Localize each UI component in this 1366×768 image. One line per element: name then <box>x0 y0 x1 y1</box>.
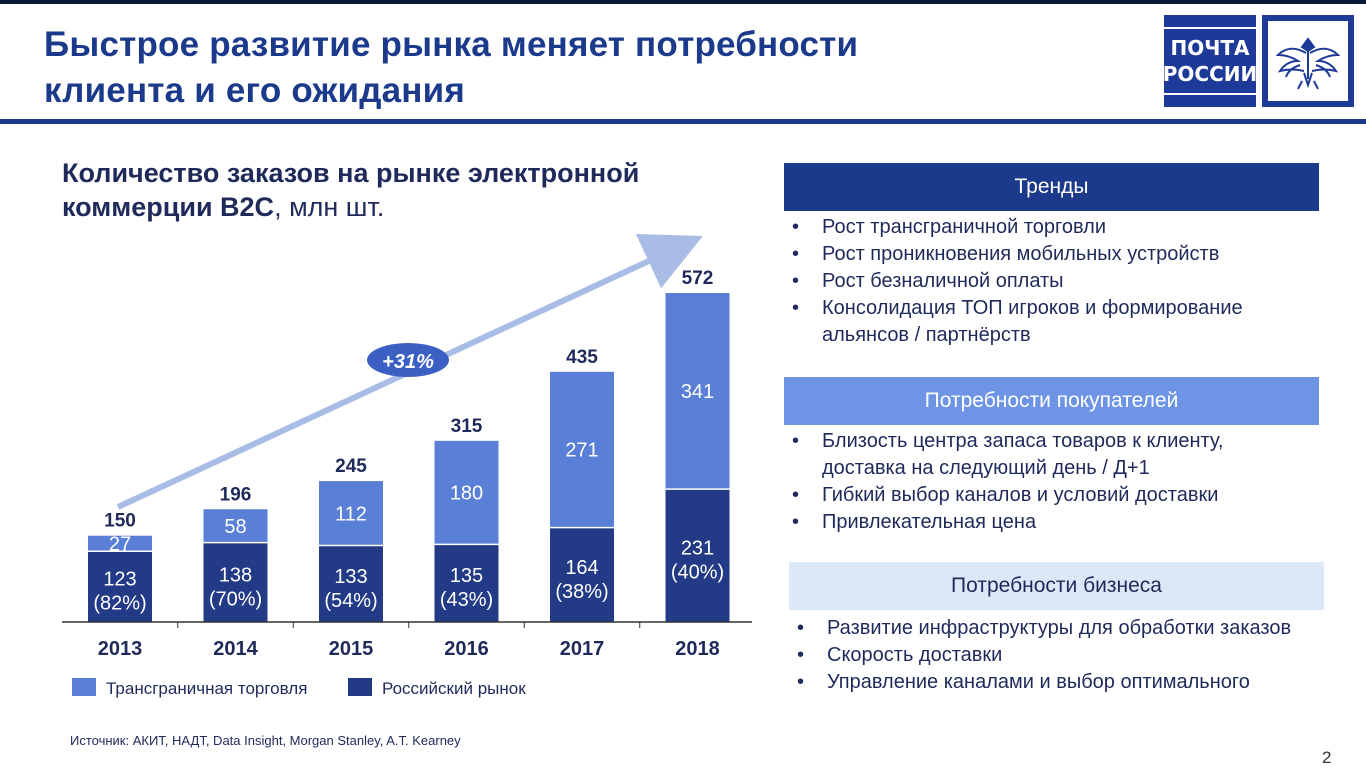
source-note: Источник: АКИТ, НАДТ, Data Insight, Morg… <box>70 733 461 748</box>
bar-total-label: 196 <box>220 484 252 505</box>
logo-line-1: ПОЧТА <box>1170 36 1250 60</box>
bar-cross-border-label: 341 <box>681 381 714 403</box>
bar-cross-border-label: 112 <box>335 503 367 525</box>
list-item: Рост проникновения мобильных устройств <box>786 241 1326 268</box>
chart-title: Количество заказов на рынке электронной … <box>62 156 752 224</box>
list-item: Близость центра запаса товаров к клиенту… <box>786 428 1306 482</box>
buyers-header: Потребности покупателей <box>784 377 1319 425</box>
bar-russian-label: 231 <box>681 538 714 560</box>
bar-russian-share-label: (43%) <box>440 589 493 611</box>
legend-label-cross-border: Трансграничная торговля <box>106 679 307 698</box>
business-header: Потребности бизнеса <box>789 562 1324 610</box>
list-item: Консолидация ТОП игроков и формирование … <box>786 295 1326 349</box>
chart-title-line-1: Количество заказов на рынке электронной <box>62 158 640 188</box>
growth-badge: +31% <box>367 343 449 377</box>
bar-russian <box>203 542 268 622</box>
bar-total-label: 245 <box>335 456 367 477</box>
bar-russian-share-label: (82%) <box>93 593 146 615</box>
bar-total-label: 315 <box>451 416 483 437</box>
bar-russian-share-label: (54%) <box>324 590 377 612</box>
buyers-list: Близость центра запаса товаров к клиенту… <box>786 428 1306 536</box>
x-tick-label: 2017 <box>560 638 605 660</box>
page-number: 2 <box>1322 748 1332 767</box>
list-item: Скорость доставки <box>791 642 1321 669</box>
bar-russian-share-label: (70%) <box>209 588 262 610</box>
list-item: Рост трансграничной торговли <box>786 214 1326 241</box>
bar-russian-share-label: (40%) <box>671 562 724 584</box>
chart-title-unit: , млн шт. <box>274 192 385 222</box>
list-item: Управление каналами и выбор оптимального <box>791 669 1321 696</box>
trends-header-label: Тренды <box>1014 175 1089 198</box>
x-tick-label: 2013 <box>98 638 143 660</box>
bar-cross-border-label: 58 <box>224 516 246 538</box>
trends-list: Рост трансграничной торговли Рост проник… <box>786 214 1326 349</box>
x-tick-label: 2014 <box>213 638 258 660</box>
logo-line-2: РОССИИ <box>1162 62 1258 86</box>
russian-post-logo: ПОЧТА РОССИИ <box>1154 15 1266 107</box>
slide-title-line-2: клиента и его ожидания <box>44 71 465 110</box>
bar-russian-label: 138 <box>219 564 252 586</box>
bar-russian-label: 123 <box>103 569 136 591</box>
list-item: Привлекательная цена <box>786 509 1306 536</box>
bar-russian <box>88 551 152 622</box>
bar-total-label: 572 <box>682 268 714 289</box>
legend-swatch-cross-border <box>72 678 96 696</box>
list-item: Гибкий выбор каналов и условий доставки <box>786 482 1306 509</box>
legend: Трансграничная торговля Российский рынок <box>72 678 526 698</box>
buyers-header-label: Потребности покупателей <box>924 389 1179 412</box>
bar-russian <box>434 544 499 622</box>
legend-swatch-russian <box>348 678 372 696</box>
slide-title-line-1: Быстрое развитие рынка меняет потребност… <box>44 25 859 64</box>
x-ticks-group: 2013 2014 2015 2016 2017 2018 <box>98 622 720 660</box>
bar-total-label: 150 <box>104 511 136 532</box>
bar-russian-label: 135 <box>450 565 483 587</box>
bar-cross-border <box>434 440 499 545</box>
x-tick-label: 2015 <box>329 638 374 660</box>
bar-cross-border <box>665 293 730 490</box>
eagle-emblem-icon <box>1262 15 1354 107</box>
bar-russian <box>319 545 383 622</box>
list-item: Развитие инфраструктуры для обработки за… <box>791 615 1321 642</box>
chart-title-line-2: коммерции В2С <box>62 192 275 222</box>
bar-cross-border <box>319 481 383 546</box>
x-tick-label: 2018 <box>675 638 720 660</box>
bar-cross-border <box>203 509 268 543</box>
legend-label-russian: Российский рынок <box>382 679 526 698</box>
business-list: Развитие инфраструктуры для обработки за… <box>791 615 1321 696</box>
bar-cross-border <box>550 371 614 528</box>
title-rule <box>0 119 1366 124</box>
business-header-label: Потребности бизнеса <box>951 574 1162 597</box>
bar-russian-label: 164 <box>565 557 598 579</box>
list-item: Рост безналичной оплаты <box>786 268 1326 295</box>
bar-cross-border-label: 27 <box>109 533 131 555</box>
bar-russian <box>665 489 730 622</box>
slide-title: Быстрое развитие рынка меняет потребност… <box>44 22 1124 114</box>
bar-russian <box>550 527 614 622</box>
bar-russian-label: 133 <box>334 566 367 588</box>
bar-cross-border <box>88 535 152 552</box>
bar-total-label: 435 <box>566 347 598 368</box>
trends-header: Тренды <box>784 163 1319 211</box>
bar-cross-border-label: 271 <box>565 440 598 462</box>
x-tick-label: 2016 <box>444 638 489 660</box>
bar-cross-border-label: 180 <box>450 483 483 505</box>
top-border <box>0 0 1366 4</box>
bar-russian-share-label: (38%) <box>555 581 608 603</box>
growth-label: +31% <box>382 351 434 373</box>
